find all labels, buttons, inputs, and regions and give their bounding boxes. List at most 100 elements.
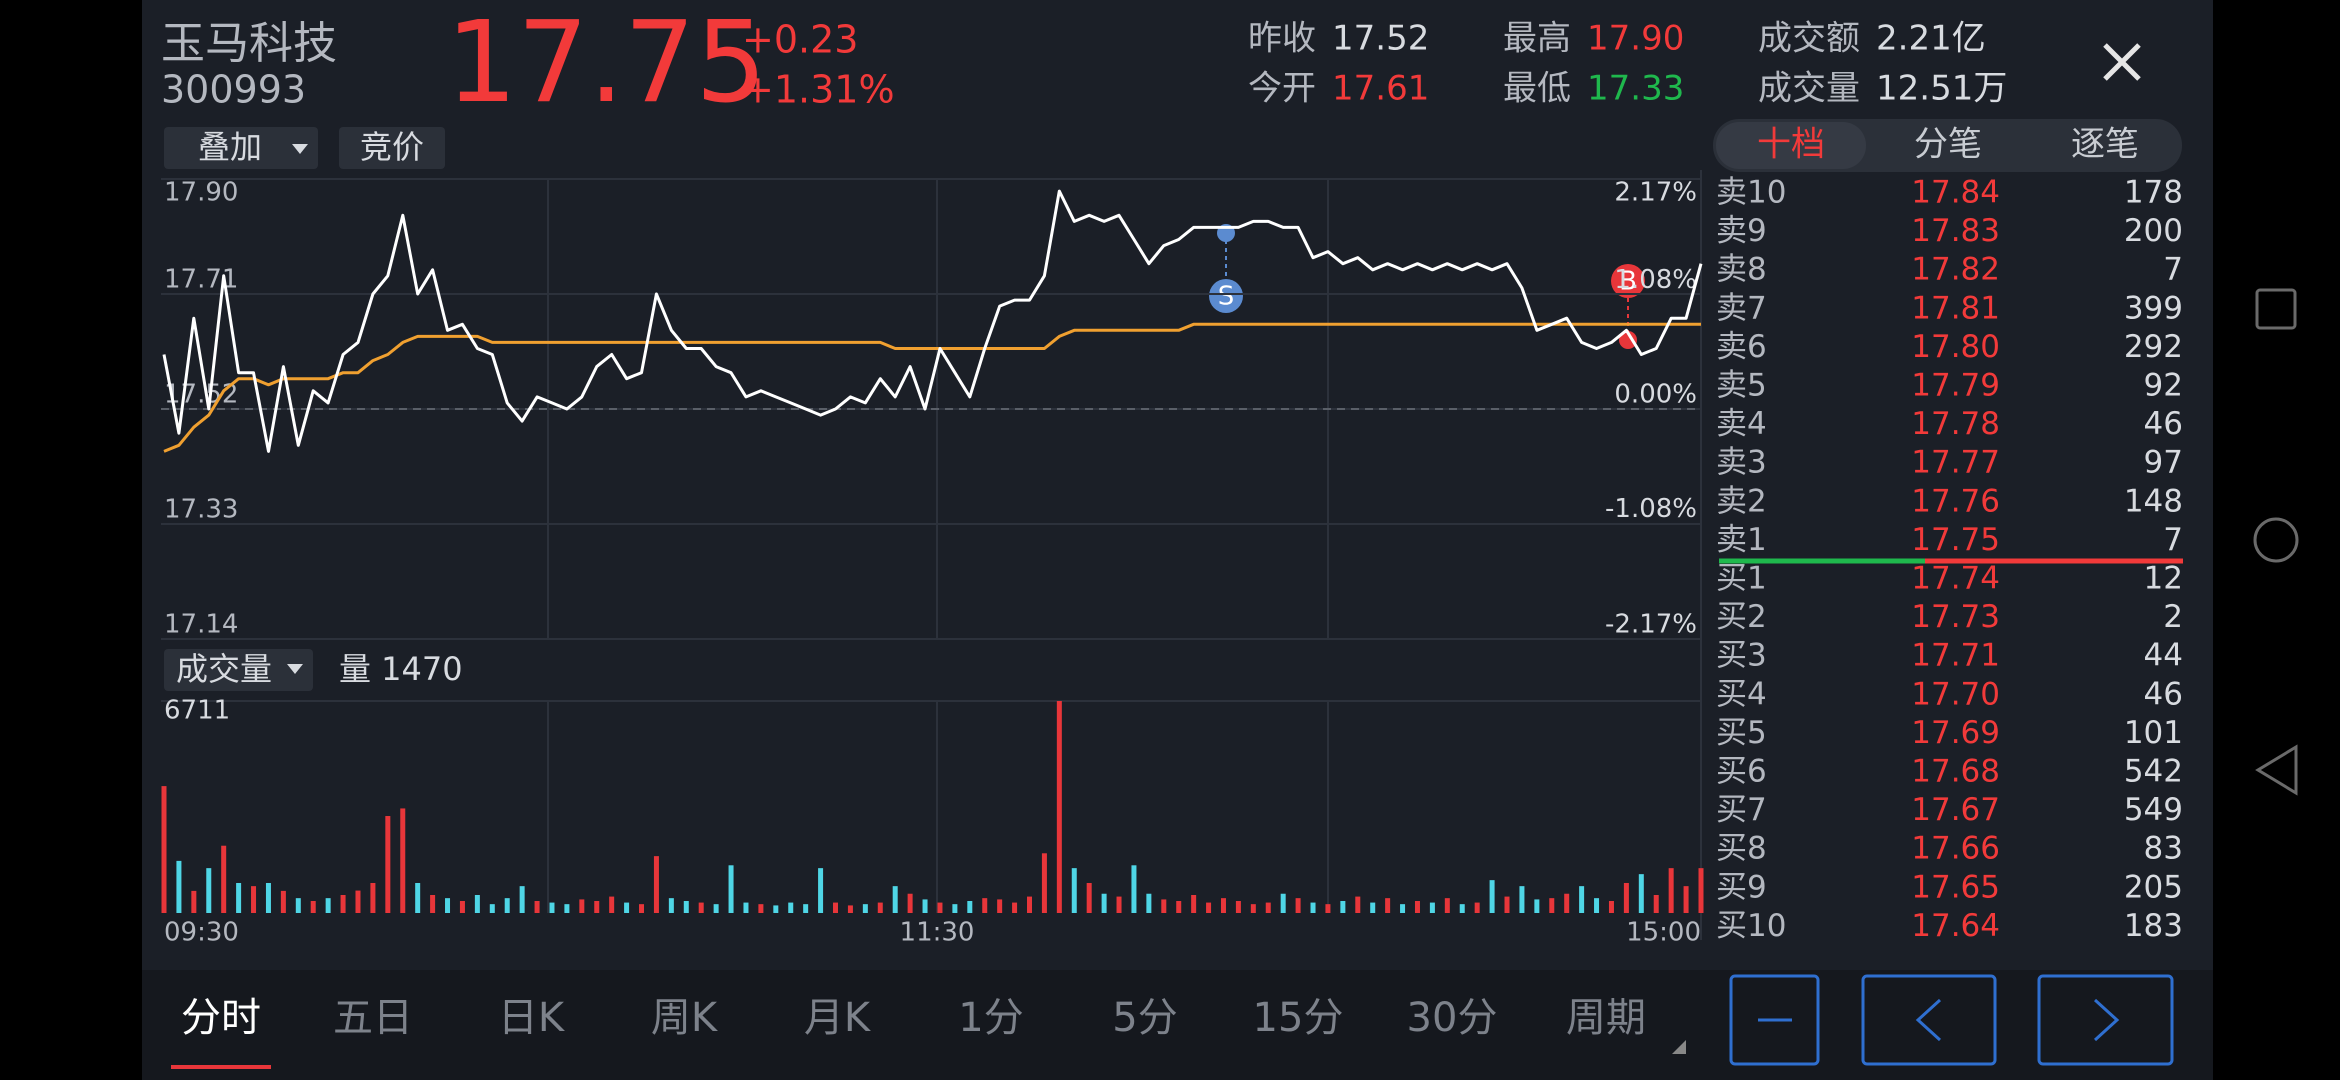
book-qty: 148 xyxy=(2124,483,2183,519)
book-level: 卖3 xyxy=(1716,445,1767,481)
volume-last: 量 1470 xyxy=(339,650,463,688)
volume-bar xyxy=(1026,896,1032,913)
volume-bar xyxy=(340,894,346,913)
book-level: 买8 xyxy=(1716,831,1767,867)
volume-bar xyxy=(1295,898,1301,913)
volume-bar xyxy=(1310,902,1316,913)
period-tab[interactable]: 周K xyxy=(651,995,719,1041)
period-tab[interactable]: 5分 xyxy=(1112,995,1177,1041)
auction-button[interactable] xyxy=(339,127,445,169)
book-qty: 205 xyxy=(2124,869,2183,905)
overlay-label[interactable]: 叠加 xyxy=(198,128,262,166)
volume-bar xyxy=(788,902,794,913)
period-tab[interactable]: 月K xyxy=(804,995,872,1041)
overlay-button[interactable] xyxy=(164,127,318,169)
period-tab[interactable]: 1分 xyxy=(958,995,1023,1041)
next-button[interactable] xyxy=(2037,974,2174,1066)
volume-bar xyxy=(1206,902,1212,913)
book-level: 买9 xyxy=(1716,869,1767,905)
volume-bar xyxy=(639,904,645,913)
auction-label[interactable]: 竞价 xyxy=(360,128,424,166)
volume-bar xyxy=(1041,853,1047,913)
book-qty: 549 xyxy=(2124,792,2183,828)
volume-bar xyxy=(355,890,361,913)
book-tab[interactable]: 逐笔 xyxy=(2071,125,2139,165)
system-nav xyxy=(2253,288,2299,796)
y2-tick-label: 1.08% xyxy=(1614,265,1697,295)
volume-bar xyxy=(862,904,868,913)
book-level: 卖4 xyxy=(1716,406,1767,442)
marker-badge xyxy=(1611,264,1645,298)
series-line xyxy=(163,322,1701,453)
volume-selector-label[interactable]: 成交量 xyxy=(176,650,272,688)
stock-code: 300993 xyxy=(161,68,306,112)
book-qty: 46 xyxy=(2144,406,2183,442)
change: +0.23 xyxy=(742,18,858,62)
series-line xyxy=(162,189,1703,453)
book-level: 买7 xyxy=(1716,792,1767,828)
book-level: 买3 xyxy=(1716,638,1767,674)
volume-bar xyxy=(624,902,630,913)
period-tab[interactable]: 15分 xyxy=(1253,995,1344,1041)
book-price: 17.78 xyxy=(1911,406,2000,442)
volume-bar xyxy=(653,856,659,913)
period-tab[interactable]: 分时 xyxy=(181,995,261,1041)
back-icon[interactable] xyxy=(2255,744,2298,796)
volume-bar xyxy=(683,900,689,913)
volume-bar xyxy=(534,900,540,913)
book-price: 17.71 xyxy=(1911,638,2000,674)
minus-button[interactable] xyxy=(1729,974,1820,1066)
book-level: 买2 xyxy=(1716,599,1767,635)
volume-bar xyxy=(1101,893,1107,913)
book-qty: 399 xyxy=(2124,290,2183,326)
period-tab[interactable]: 日K xyxy=(498,995,566,1041)
book-tab-selected xyxy=(1716,122,1866,169)
book-qty: 83 xyxy=(2144,831,2183,867)
book-level: 卖8 xyxy=(1716,252,1767,288)
volume-bar xyxy=(1594,898,1600,913)
home-icon[interactable] xyxy=(2253,517,2299,563)
stat-value: 17.33 xyxy=(1587,69,1684,109)
volume-bar xyxy=(1534,899,1540,913)
change-pct: +1.31% xyxy=(742,68,895,112)
book-price: 17.73 xyxy=(1911,599,2000,635)
volume-bar xyxy=(1280,893,1286,913)
recents-icon[interactable] xyxy=(2255,288,2297,330)
volume-bar xyxy=(1608,900,1614,913)
volume-bar xyxy=(952,904,958,913)
volume-selector[interactable] xyxy=(164,649,313,691)
book-tab[interactable]: 分笔 xyxy=(1914,125,1982,165)
volume-bar xyxy=(1414,900,1420,913)
volume-bar xyxy=(758,904,764,913)
book-level: 卖1 xyxy=(1716,522,1767,558)
book-price: 17.77 xyxy=(1911,445,2000,481)
volume-bar xyxy=(1579,886,1585,913)
volume-bar xyxy=(310,900,316,913)
bottom-bar xyxy=(142,970,2213,1080)
marker-badge xyxy=(1209,279,1243,313)
period-tab[interactable]: 30分 xyxy=(1407,995,1498,1041)
period-tab[interactable]: 周期 xyxy=(1566,995,1646,1041)
close-button[interactable] xyxy=(2103,43,2141,81)
volume-bar xyxy=(1086,882,1092,913)
book-price: 17.79 xyxy=(1911,368,2000,404)
volume-bar xyxy=(728,865,734,913)
nav-icons xyxy=(1758,998,2120,1042)
book-level: 卖5 xyxy=(1716,368,1767,404)
book-level: 卖9 xyxy=(1716,213,1767,249)
book-level: 卖2 xyxy=(1716,483,1767,519)
book-price: 17.70 xyxy=(1911,676,2000,712)
y-tick-label: 17.52 xyxy=(164,380,238,410)
book-qty: 44 xyxy=(2144,638,2183,674)
stock-name: 玉马科技 xyxy=(161,18,337,69)
volume-bar xyxy=(221,845,227,913)
stat-value: 17.61 xyxy=(1332,69,1429,109)
period-tab[interactable]: 五日 xyxy=(333,995,413,1041)
prev-button[interactable] xyxy=(1861,974,1997,1066)
volume-bar xyxy=(698,902,704,913)
stat-label: 成交量 xyxy=(1758,69,1860,109)
book-tab[interactable]: 十档 xyxy=(1757,125,1825,165)
close-icon[interactable] xyxy=(2103,43,2141,81)
y2-tick-label: 2.17% xyxy=(1614,178,1697,208)
